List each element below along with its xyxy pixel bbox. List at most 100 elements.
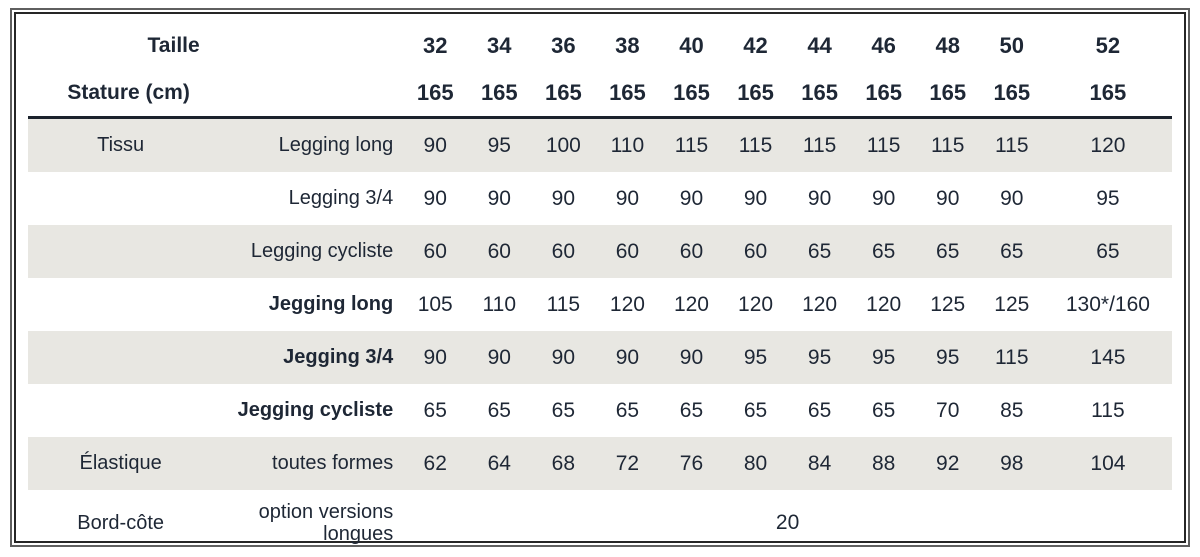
row-group-cell [28, 384, 213, 437]
value-cell: 95 [871, 345, 896, 369]
table-row-elastique: Élastique toutes formes 62 64 68 72 76 8… [28, 437, 1172, 490]
table-row-legging-long: Tissu Legging long 90 95 100 110 115 115… [28, 117, 1172, 172]
header-row-stature: Stature (cm) 165 165 165 165 165 165 165… [28, 69, 1172, 119]
value-cell: 65 [743, 398, 768, 422]
value-cell: 120 [802, 292, 838, 316]
table-row-jegging-34: Jegging 3/4 90 90 90 90 90 95 95 95 95 1… [28, 331, 1172, 384]
row-label-cell: Jegging cycliste [237, 399, 394, 422]
value-cell: 72 [615, 451, 640, 475]
value-cell: 115 [995, 345, 1029, 369]
size-chart-frame: Taille 32 34 36 38 40 42 44 46 48 50 52 … [14, 12, 1186, 545]
value-cell: 95 [743, 345, 768, 369]
table-row-legging-34: Legging 3/4 90 90 90 90 90 90 90 90 90 9… [28, 172, 1172, 225]
row-label-cell: option versions longues [258, 500, 394, 545]
stature-cell: 165 [851, 69, 916, 119]
value-cell: 90 [423, 186, 447, 210]
value-cell: 90 [615, 186, 640, 210]
row-label-cell: Legging long [278, 134, 394, 157]
value-cell: 95 [936, 345, 960, 369]
value-cell: 115 [1091, 398, 1125, 422]
value-cell: 85 [1000, 398, 1024, 422]
value-cell: 90 [807, 186, 832, 210]
row-label-cell: Legging 3/4 [288, 187, 394, 210]
value-cell: 60 [423, 239, 447, 263]
value-cell: 60 [615, 239, 640, 263]
value-cell: 65 [936, 239, 960, 263]
value-cell: 115 [930, 133, 965, 157]
size-header-cell: 46 [871, 32, 896, 58]
table-row-jegging-cycliste: Jegging cycliste 65 65 65 65 65 65 65 65… [28, 384, 1172, 437]
value-cell: 115 [546, 292, 581, 316]
value-cell: 65 [1096, 239, 1120, 263]
value-cell: 65 [615, 398, 640, 422]
value-cell: 105 [417, 292, 453, 316]
table-row-jegging-long: Jegging long 105 110 115 120 120 120 120… [28, 278, 1172, 331]
value-cell: 90 [936, 186, 960, 210]
value-cell: 115 [674, 133, 709, 157]
value-cell: 65 [551, 398, 576, 422]
value-cell: 130*/160 [1065, 292, 1150, 316]
value-cell: 115 [995, 133, 1029, 157]
value-cell: 120 [673, 292, 709, 316]
value-cell: 115 [738, 133, 773, 157]
value-cell: 62 [423, 451, 447, 475]
size-chart-table: Taille 32 34 36 38 40 42 44 46 48 50 52 … [28, 22, 1172, 556]
value-cell: 60 [679, 239, 704, 263]
value-cell: 90 [1000, 186, 1024, 210]
value-cell: 90 [871, 186, 896, 210]
row-group-cell [28, 172, 213, 225]
value-cell: 90 [615, 345, 640, 369]
value-cell: 65 [807, 398, 832, 422]
value-cell: 95 [1096, 186, 1120, 210]
row-label-cell: Jegging long [268, 293, 394, 316]
stature-cell: 165 [787, 69, 852, 119]
row-label-cell: toutes formes [272, 452, 394, 475]
value-cell: 90 [551, 345, 576, 369]
size-header-cell: 32 [422, 32, 448, 58]
value-cell: 88 [871, 451, 896, 475]
value-cell: 90 [679, 186, 704, 210]
size-header-cell: 36 [551, 32, 576, 58]
stature-cell: 165 [467, 69, 532, 119]
value-cell: 115 [802, 133, 837, 157]
stature-cell: 165 [595, 69, 660, 119]
table-row-bord-cote: Bord-côte option versions longues 20 [28, 490, 1172, 556]
footer-merged-value-cell: 20 [775, 511, 800, 534]
row-group-cell: Tissu [97, 134, 145, 156]
value-cell: 120 [738, 292, 774, 316]
value-cell: 90 [487, 186, 511, 210]
stature-cell: 165 [1043, 69, 1172, 119]
value-cell: 65 [871, 239, 896, 263]
value-cell: 84 [807, 451, 832, 475]
value-cell: 60 [743, 239, 768, 263]
value-cell: 145 [1090, 345, 1126, 369]
value-cell: 104 [1090, 451, 1126, 475]
value-cell: 110 [482, 292, 517, 316]
value-cell: 125 [994, 292, 1030, 316]
value-cell: 65 [871, 398, 896, 422]
value-cell: 76 [679, 451, 704, 475]
size-header-cell: 44 [807, 32, 832, 58]
stature-cell: 165 [723, 69, 788, 119]
size-header-cell: 42 [743, 32, 768, 58]
value-cell: 110 [610, 133, 645, 157]
stature-cell: 165 [531, 69, 596, 119]
value-cell: 65 [679, 398, 704, 422]
table-outer-frame: Taille 32 34 36 38 40 42 44 46 48 50 52 … [10, 8, 1190, 547]
stature-cell: 165 [915, 69, 980, 119]
value-cell: 120 [866, 292, 902, 316]
size-header-cell: 50 [999, 32, 1025, 58]
value-cell: 120 [1090, 133, 1126, 157]
value-cell: 120 [609, 292, 645, 316]
stature-cell: 165 [403, 69, 468, 119]
value-cell: 90 [743, 186, 768, 210]
row-group-cell [28, 331, 213, 384]
value-cell: 115 [866, 133, 901, 157]
value-cell: 92 [936, 451, 960, 475]
row-label-cell: Legging cycliste [250, 240, 394, 263]
value-cell: 70 [936, 398, 960, 422]
value-cell: 100 [545, 133, 581, 157]
value-cell: 90 [551, 186, 576, 210]
value-cell: 68 [551, 451, 576, 475]
value-cell: 125 [930, 292, 966, 316]
